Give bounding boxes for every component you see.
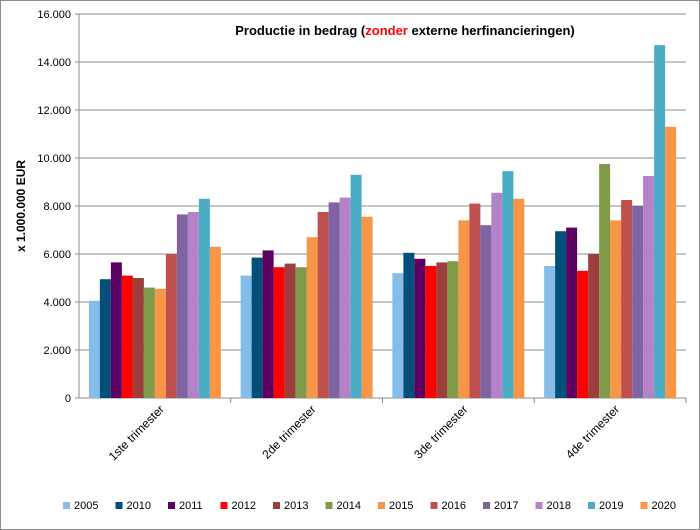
legend-swatch-2017 [483,502,490,509]
y-tick-label: 4.000 [43,297,71,309]
chart-title: Productie in bedrag (zonder externe herf… [235,23,575,38]
y-tick-label: 14.000 [37,57,71,69]
legend-swatch-2018 [535,502,543,509]
y-tick-label: 16.000 [37,9,71,21]
legend-label: 2019 [599,500,623,512]
legend-label: 2013 [284,500,308,512]
bar-2020 [209,246,221,398]
bar-2005 [240,275,252,398]
legend-label: 2016 [442,500,466,512]
bar-2012 [425,266,437,398]
category-label: 3de trimester [411,402,470,461]
bar-2018 [643,176,655,398]
bar-2019 [502,171,514,398]
bar-2016 [621,200,633,398]
y-tick-label: 12.000 [37,105,71,117]
y-axis-label: x 1.000.000 EUR [14,160,28,252]
legend-swatch-2020 [640,502,648,509]
legend-label: 2017 [494,500,518,512]
bar-2017 [176,214,188,398]
bar-2014 [143,287,155,398]
bar-2017 [328,202,340,398]
bar-2014 [295,267,307,398]
bar-2012 [577,270,589,398]
legend-label: 2020 [652,500,676,512]
bar-2014 [599,164,611,398]
bar-2012 [273,267,285,398]
bar-2013 [132,278,144,398]
bar-2016 [469,203,481,398]
legend-label: 2010 [127,500,151,512]
bar-2016 [165,254,177,398]
bar-2018 [187,212,199,398]
bar-2011 [262,250,274,398]
bar-2019 [198,198,210,398]
bar-2018 [491,192,503,398]
legend-swatch-2012 [220,502,228,509]
legend-label: 2015 [389,500,413,512]
legend-label: 2011 [179,500,203,512]
category-label: 2de trimester [259,402,318,461]
bar-2005 [88,300,100,398]
bar-2010 [555,231,567,398]
bar-2013 [436,262,448,398]
bar-2019 [350,174,362,398]
legend-label: 2014 [337,500,361,512]
y-tick-label: 2.000 [43,345,71,357]
legend-swatch-2010 [115,502,123,509]
bar-2020 [665,126,677,399]
legend-label: 2012 [232,500,256,512]
bar-2011 [566,227,578,398]
legend-swatch-2015 [378,502,385,509]
bar-2013 [284,263,296,398]
bar-2015 [306,237,318,398]
bar-2012 [121,275,133,398]
bar-2011 [110,262,122,398]
bar-2020 [361,216,373,398]
bar-2010 [99,279,111,398]
bar-2017 [632,206,644,398]
title-part: Productie in bedrag ( [235,23,366,38]
legend-swatch-2011 [168,502,175,509]
bar-2018 [339,197,351,398]
bar-2005 [544,266,556,398]
bar-2013 [588,254,600,398]
category-label: 4de trimester [563,402,622,461]
legend-label: 2005 [74,500,98,512]
legend-swatch-2005 [63,502,70,509]
category-label: 1ste trimester [106,402,167,463]
y-tick-label: 6.000 [43,249,71,261]
title-part: zonder [365,23,408,38]
bar-2011 [414,258,426,398]
title-part: externe herfinancieringen) [408,23,575,38]
legend-label: 2018 [547,500,571,512]
bar-2005 [392,273,404,398]
bar-2015 [610,220,622,398]
y-tick-label: 8.000 [43,201,71,213]
bar-2020 [513,198,525,398]
legend-swatch-2014 [325,502,333,509]
bar-2010 [403,252,415,398]
y-tick-label: 0 [65,393,71,405]
legend-swatch-2016 [430,502,438,509]
bar-2015 [154,288,166,398]
y-tick-label: 10.000 [37,153,71,165]
legend-swatch-2013 [273,502,280,509]
bar-2015 [458,220,470,398]
bar-2017 [480,225,492,398]
bar-2016 [317,212,329,398]
legend-swatch-2019 [588,502,595,509]
bar-2019 [654,45,666,398]
bar-2014 [447,261,459,398]
bar-2010 [251,257,263,398]
